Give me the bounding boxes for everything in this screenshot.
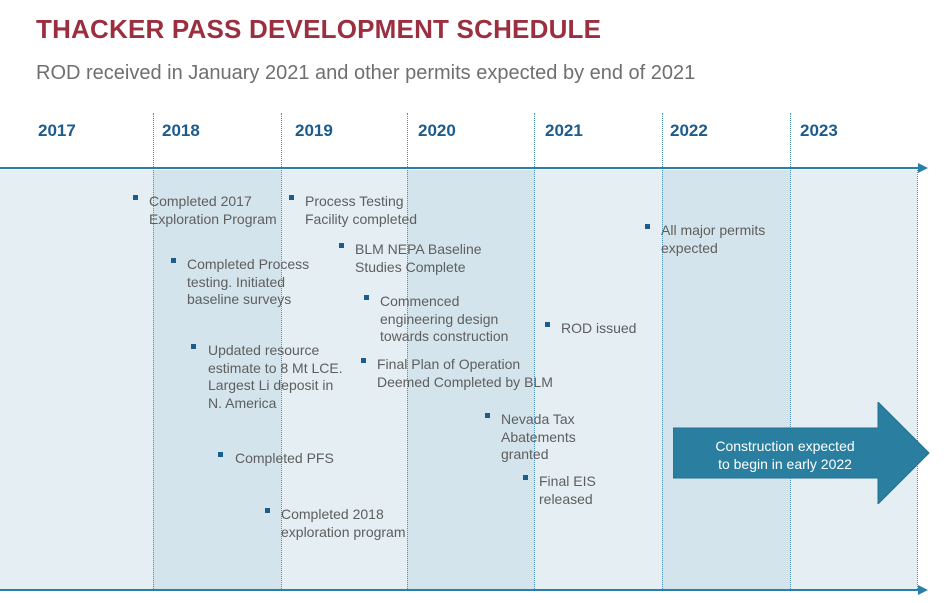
event-text: BLM NEPA Baseline Studies Complete	[355, 241, 482, 275]
event-text: All major permits expected	[661, 222, 766, 256]
band-2018	[153, 170, 281, 590]
year-label-2023: 2023	[800, 121, 838, 140]
event-text: Completed Process testing. Initiated bas…	[187, 256, 310, 307]
bullet-icon	[171, 258, 176, 263]
band-2023	[790, 170, 917, 590]
timeline-axis-top	[0, 167, 918, 169]
construction-callout-text: Construction expected to begin in early …	[715, 438, 855, 472]
event-text: Process Testing Facility completed	[305, 193, 418, 227]
event-text: Completed 2017 Exploration Program	[149, 193, 277, 227]
event-text: Commenced engineering design towards con…	[380, 293, 509, 344]
bullet-icon	[485, 413, 490, 418]
year-divider	[790, 113, 791, 591]
band-2022	[662, 170, 790, 590]
bullet-icon	[364, 295, 369, 300]
band-2021	[534, 170, 662, 590]
bullet-icon	[191, 344, 196, 349]
arrowhead-icon	[918, 585, 928, 595]
construction-arrow	[673, 402, 930, 504]
event-text: Updated resource estimate to 8 Mt LCE. L…	[208, 342, 343, 411]
year-label-2018: 2018	[162, 121, 200, 140]
band-2019	[281, 170, 407, 590]
year-label-2017: 2017	[38, 121, 76, 140]
page-subtitle: ROD received in January 2021 and other p…	[36, 62, 696, 84]
bullet-icon	[339, 243, 344, 248]
year-divider	[153, 113, 154, 591]
year-label-2021: 2021	[545, 121, 583, 140]
page-title: THACKER PASS DEVELOPMENT SCHEDULE	[36, 14, 602, 44]
event-text: ROD issued	[561, 320, 637, 336]
arrowhead-icon	[918, 163, 928, 173]
event-text: Nevada Tax Abatements granted	[501, 411, 576, 462]
event-text: Final Plan of Operation Deemed Completed…	[377, 356, 553, 390]
year-divider	[662, 113, 663, 591]
bullet-icon	[133, 195, 138, 200]
year-label-2020: 2020	[418, 121, 456, 140]
year-label-2019: 2019	[295, 121, 333, 140]
band-2020	[407, 170, 534, 590]
event-text: Completed 2018 exploration program	[281, 506, 406, 540]
bullet-icon	[545, 322, 550, 327]
bullet-icon	[523, 475, 528, 480]
timeline-axis-bottom	[0, 589, 918, 591]
year-divider	[281, 113, 282, 591]
year-divider	[917, 170, 918, 591]
band-2017	[0, 170, 153, 590]
bullet-icon	[265, 508, 270, 513]
event-text: Final EIS released	[539, 473, 596, 507]
event-text: Completed PFS	[235, 450, 334, 466]
year-label-2022: 2022	[670, 121, 708, 140]
bullet-icon	[218, 452, 223, 457]
bullet-icon	[645, 224, 650, 229]
year-divider	[407, 113, 408, 591]
bullet-icon	[289, 195, 294, 200]
year-divider	[534, 113, 535, 591]
bullet-icon	[361, 358, 366, 363]
